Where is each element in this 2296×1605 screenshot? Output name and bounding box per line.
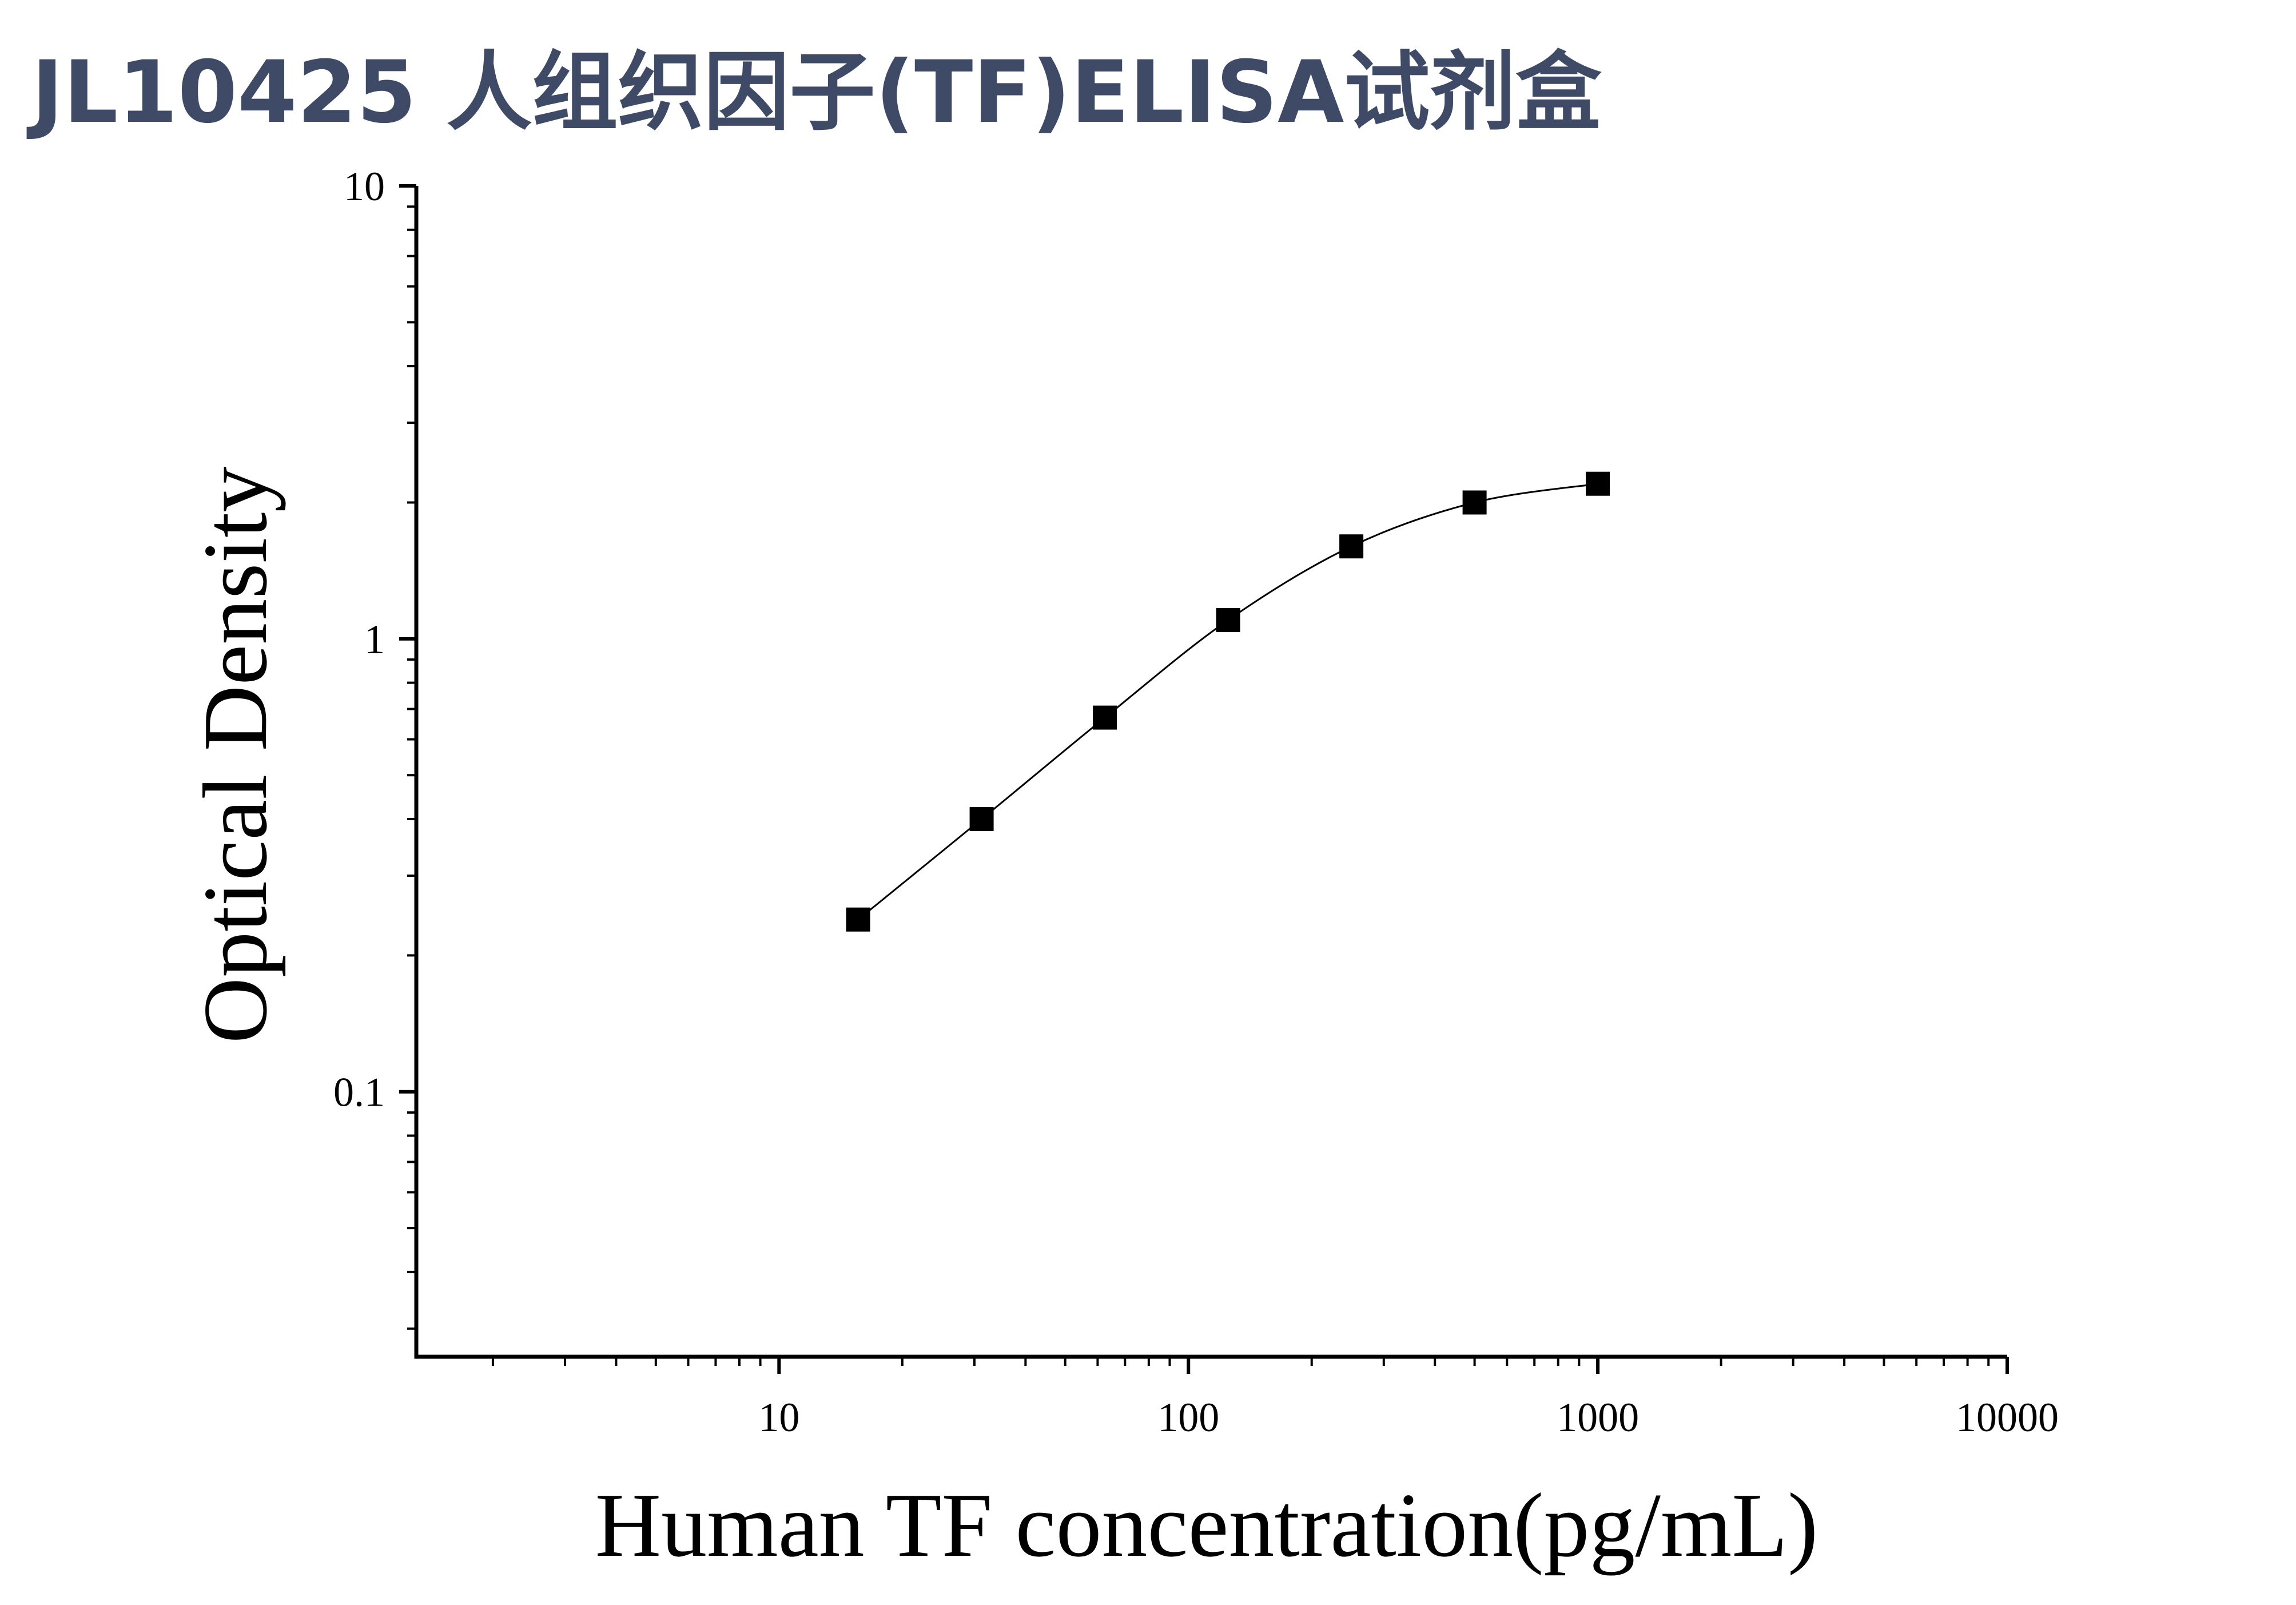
data-point (1216, 608, 1240, 633)
data-point (1339, 534, 1364, 559)
data-point (846, 907, 870, 932)
x-axis-title: Human TF concentration(pg/mL) (595, 1474, 1819, 1576)
x-tick-label: 100 (1157, 1395, 1219, 1440)
data-point (969, 807, 994, 831)
y-tick-label: 0.1 (333, 1070, 385, 1115)
y-axis-title: Optical Density (184, 467, 286, 1044)
y-tick-label: 10 (344, 164, 385, 209)
data-point (1586, 471, 1610, 496)
x-tick-label: 10000 (1956, 1395, 2059, 1440)
fit-curve (857, 483, 1598, 920)
y-tick-label: 1 (364, 617, 385, 662)
data-points (846, 471, 1610, 932)
data-point (1462, 490, 1487, 515)
fit-curve-line (857, 483, 1598, 920)
axes: 10 100 1000 10000 10 1 0.1 (333, 164, 2059, 1440)
page-title: JL10425 人组织因子(TF)ELISA试剂盒 (31, 43, 1602, 142)
data-point (1093, 705, 1117, 730)
x-tick-label: 10 (758, 1395, 799, 1440)
x-tick-label: 1000 (1557, 1395, 1639, 1440)
